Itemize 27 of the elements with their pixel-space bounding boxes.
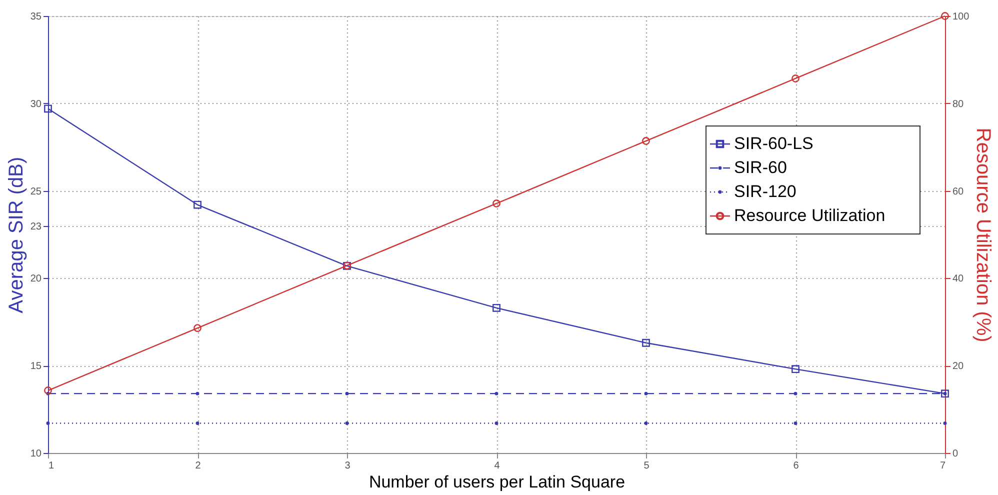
x-tick-label: 5 (644, 460, 650, 472)
y-tick-label: 23 (30, 221, 42, 232)
legend-label: SIR-60 (734, 158, 787, 177)
y-tick-label: 20 (30, 274, 42, 285)
x-tick-label: 6 (793, 460, 800, 472)
x-tick-label: 2 (195, 460, 202, 472)
y2-tick-label: 20 (952, 361, 964, 372)
x-tick-label: 7 (940, 460, 946, 472)
legend-label: SIR-120 (734, 182, 796, 201)
y2-tick-label: 100 (952, 12, 970, 22)
y-axis-title: Average SIR (dB) (5, 156, 28, 314)
y2-tick-label: 80 (952, 98, 964, 110)
y-tick-label: 10 (30, 448, 42, 460)
y2-tick-label: 60 (952, 186, 964, 198)
x-axis-title: Number of users per Latin Square (368, 472, 626, 492)
x-tick-label: 1 (48, 460, 54, 472)
x-tick-label: 4 (494, 460, 500, 472)
y-tick-label: 35 (30, 12, 42, 22)
legend-label: SIR-60-LS (734, 134, 814, 153)
y2-tick-label: 40 (952, 274, 964, 285)
x-tick-label: 3 (344, 460, 351, 472)
legend-label: Resource Utilization (734, 206, 886, 225)
y-tick-label: 15 (30, 361, 42, 372)
y2-axis-title: Resource Utilization (%) (972, 128, 994, 342)
y-tick-label: 25 (30, 186, 42, 198)
y-tick-label: 30 (30, 98, 42, 110)
y2-tick-label: 0 (952, 448, 958, 460)
